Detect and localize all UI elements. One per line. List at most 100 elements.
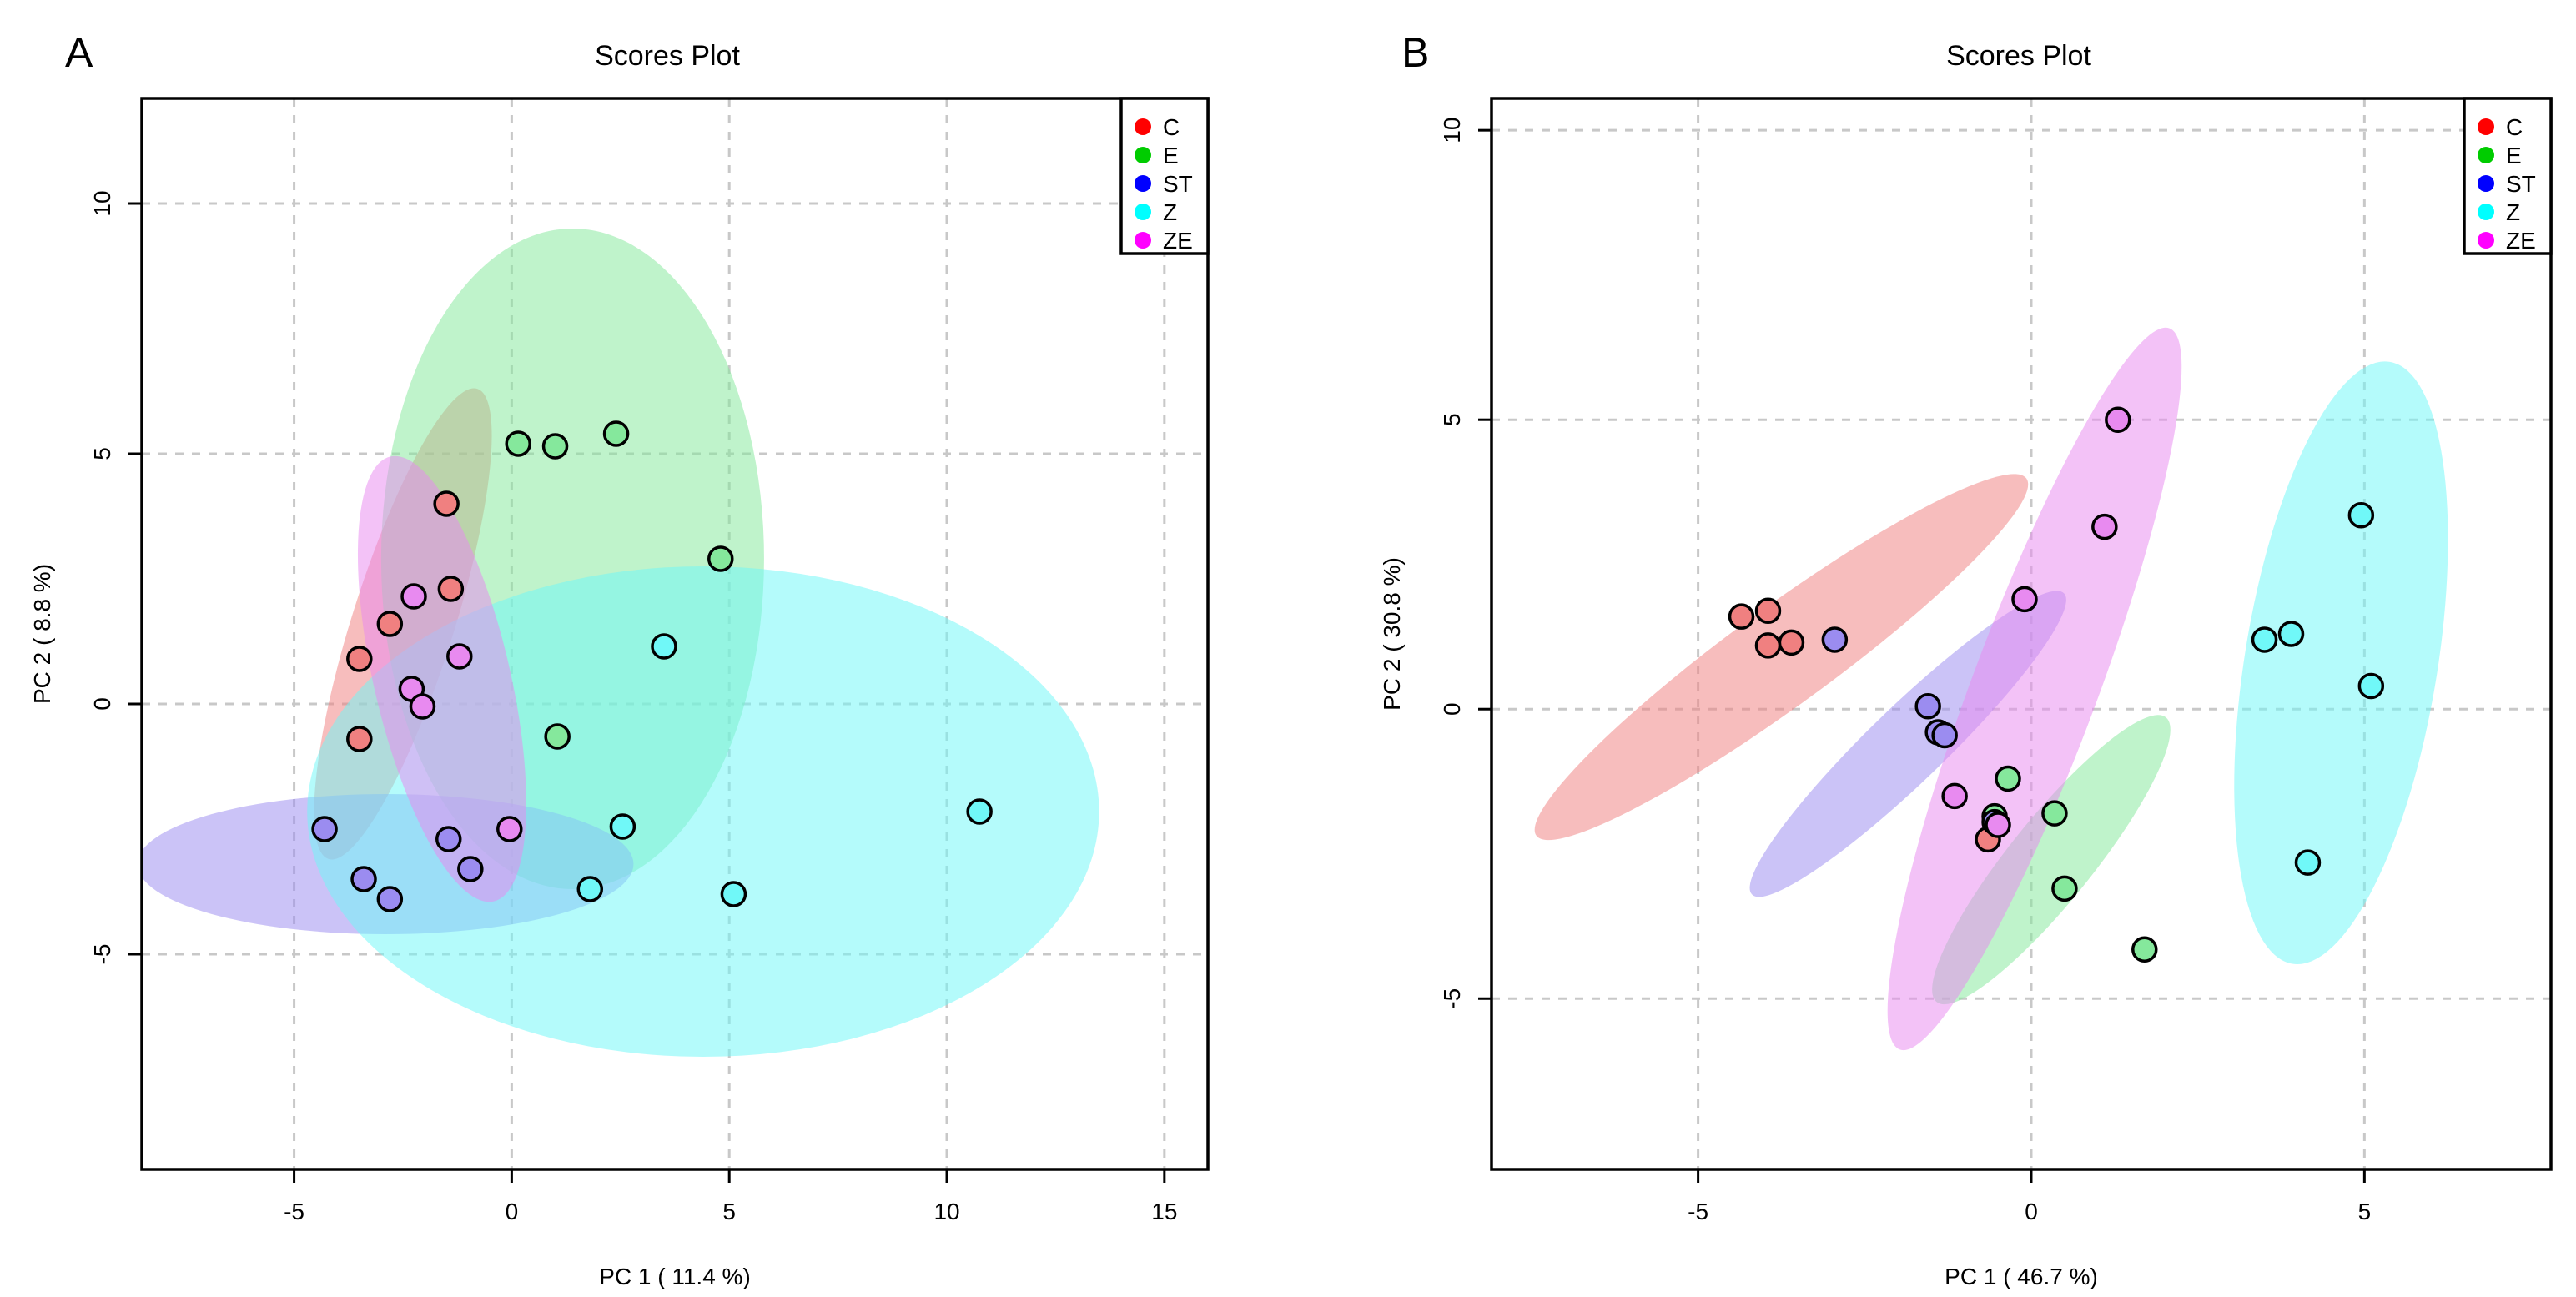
panel-b-y-tick-label: 5 xyxy=(1439,413,1465,426)
panel-b-point-z xyxy=(2357,672,2385,700)
panel-a-frame xyxy=(140,97,1210,1171)
panel-b-frame xyxy=(1490,97,2553,1171)
panel-b-y-tick-label: 10 xyxy=(1439,118,1465,143)
panel-a: A Scores Plot -5 0 5 10 15 PC 1 ( 11.4 %) -5 0 5 10… xyxy=(29,29,1210,1289)
panel-b-point-ze xyxy=(2091,513,2118,540)
panel-a-point-c xyxy=(433,490,460,517)
panel-b-legend-label-c: C xyxy=(2506,114,2523,140)
panel-a-x-axis-label: PC 1 ( 11.4 %) xyxy=(599,1264,751,1289)
panel-a-point-c xyxy=(346,646,373,672)
panel-a-point-st xyxy=(435,826,462,852)
panel-b-point-ze xyxy=(1985,812,2011,838)
panel-a-legend-marker-c xyxy=(1135,118,1151,135)
panel-b-point-e xyxy=(2131,936,2158,963)
panel-b-y-tick-label: 0 xyxy=(1439,702,1465,716)
panel-b-point-c xyxy=(1728,603,1755,630)
panel-b-ellipse-c xyxy=(1534,474,2029,841)
panel-a-point-st xyxy=(457,856,484,882)
panel-a-legend-marker-ze xyxy=(1135,232,1151,249)
panel-b-point-c xyxy=(1754,597,1782,624)
panel-b-label: B xyxy=(1401,29,1429,76)
panel-b-legend-label-st: ST xyxy=(2506,171,2536,197)
panel-a-x-tick-label: 5 xyxy=(722,1199,736,1224)
panel-b-legend-marker-st xyxy=(2478,175,2494,192)
panel-a-y-tick-label: 10 xyxy=(89,190,115,216)
panel-a-point-c xyxy=(437,576,465,602)
panel-b: B Scores Plot -5 0 5 PC 1 ( 46.7 %) -5 0 5 10 PC 2… xyxy=(1379,29,2553,1289)
panel-b-point-ze xyxy=(1941,782,1968,810)
panel-a-points xyxy=(311,420,993,912)
panel-b-point-z xyxy=(2251,626,2278,653)
panel-a-point-e xyxy=(602,420,630,447)
panel-a-x-tick-label: 0 xyxy=(506,1199,519,1224)
panel-a-title: Scores Plot xyxy=(595,40,740,72)
panel-a-ellipses xyxy=(142,229,1099,1057)
panel-a-x-tick-label: 10 xyxy=(933,1199,959,1224)
panel-b-legend-label-ze: ZE xyxy=(2506,228,2536,254)
panel-b-point-st xyxy=(1914,693,1941,720)
panel-b-legend-box xyxy=(2463,97,2553,255)
panel-a-point-z xyxy=(609,813,636,840)
panel-b-legend-label-e: E xyxy=(2506,143,2522,168)
panel-a-y-tick-label: -5 xyxy=(89,944,115,965)
panel-a-legend-marker-e xyxy=(1135,147,1151,163)
panel-a-legend: CE STZ ZE xyxy=(1119,97,1210,255)
panel-b-legend-marker-z xyxy=(2478,204,2494,220)
panel-b-x-axis-label: PC 1 ( 46.7 %) xyxy=(1945,1264,2098,1289)
panel-b-legend: CE STZ ZE xyxy=(2463,97,2553,255)
panel-a-legend-label-e: E xyxy=(1163,143,1179,168)
panel-a-y-axis: -5 0 5 10 PC 2 ( 8.8 %) xyxy=(29,190,142,964)
panel-b-y-axis-label: PC 2 ( 30.8 %) xyxy=(1379,557,1405,711)
panel-a-point-e xyxy=(505,430,531,457)
panel-a-point-z xyxy=(576,876,604,902)
panel-b-ellipse-ze xyxy=(1887,327,2182,1051)
panel-b-point-e xyxy=(2051,875,2078,902)
panel-b-point-e xyxy=(2041,800,2068,827)
panel-a-point-c xyxy=(376,611,404,637)
panel-b-point-z xyxy=(2277,621,2305,647)
panel-a-legend-marker-st xyxy=(1135,175,1151,192)
panel-b-title: Scores Plot xyxy=(1946,40,2091,72)
panel-b-point-ze xyxy=(2105,406,2131,433)
panel-a-x-tick-label: 15 xyxy=(1151,1199,1177,1224)
panel-a-point-ze xyxy=(496,816,523,842)
panel-b-y-axis: -5 0 5 10 PC 2 ( 30.8 %) xyxy=(1379,118,1492,1009)
panel-b-points xyxy=(1728,406,2385,963)
panel-b-legend-marker-e xyxy=(2478,147,2494,163)
panel-a-label: A xyxy=(65,29,93,76)
panel-a-x-tick-label: -5 xyxy=(284,1199,304,1224)
panel-b-legend-marker-ze xyxy=(2478,232,2494,249)
panel-b-x-tick-label: -5 xyxy=(1688,1199,1708,1224)
panel-a-ellipse-ze xyxy=(357,455,526,902)
panel-a-point-ze xyxy=(400,583,427,610)
panel-b-x-tick-label: 0 xyxy=(2025,1199,2038,1224)
panel-b-point-ze xyxy=(2011,586,2038,613)
panel-a-legend-label-c: C xyxy=(1163,114,1180,140)
panel-a-point-c xyxy=(346,726,373,752)
panel-b-point-st xyxy=(1931,721,1958,749)
panel-a-y-axis-label: PC 2 ( 8.8 %) xyxy=(29,564,55,704)
panel-a-point-z xyxy=(720,881,747,907)
panel-a-y-tick-label: 0 xyxy=(89,697,115,711)
panel-a-legend-label-st: ST xyxy=(1163,171,1193,197)
panel-a-legend-label-ze: ZE xyxy=(1163,228,1193,254)
panel-b-x-axis: -5 0 5 PC 1 ( 46.7 %) xyxy=(1688,1169,2371,1289)
panel-b-ellipses xyxy=(1534,327,2448,1051)
panel-a-legend-label-z: Z xyxy=(1163,199,1177,225)
panel-a-point-z xyxy=(966,798,993,825)
panel-b-point-c xyxy=(1754,632,1782,659)
panel-b-ellipse-z xyxy=(2234,361,2448,965)
panel-b-point-z xyxy=(2294,849,2322,876)
panel-a-point-st xyxy=(376,886,404,912)
panel-a-point-e xyxy=(707,545,734,572)
panel-a-point-ze xyxy=(409,693,436,720)
panel-a-point-ze xyxy=(446,643,473,670)
panel-a-x-axis: -5 0 5 10 15 PC 1 ( 11.4 %) xyxy=(284,1169,1177,1289)
panel-b-point-e xyxy=(1995,765,2021,792)
panel-a-point-e xyxy=(544,723,571,750)
panel-b-point-st xyxy=(1821,626,1849,653)
panel-b-point-c xyxy=(1778,629,1805,656)
panel-a-legend-marker-z xyxy=(1135,204,1151,220)
panel-b-x-tick-label: 5 xyxy=(2358,1199,2372,1224)
